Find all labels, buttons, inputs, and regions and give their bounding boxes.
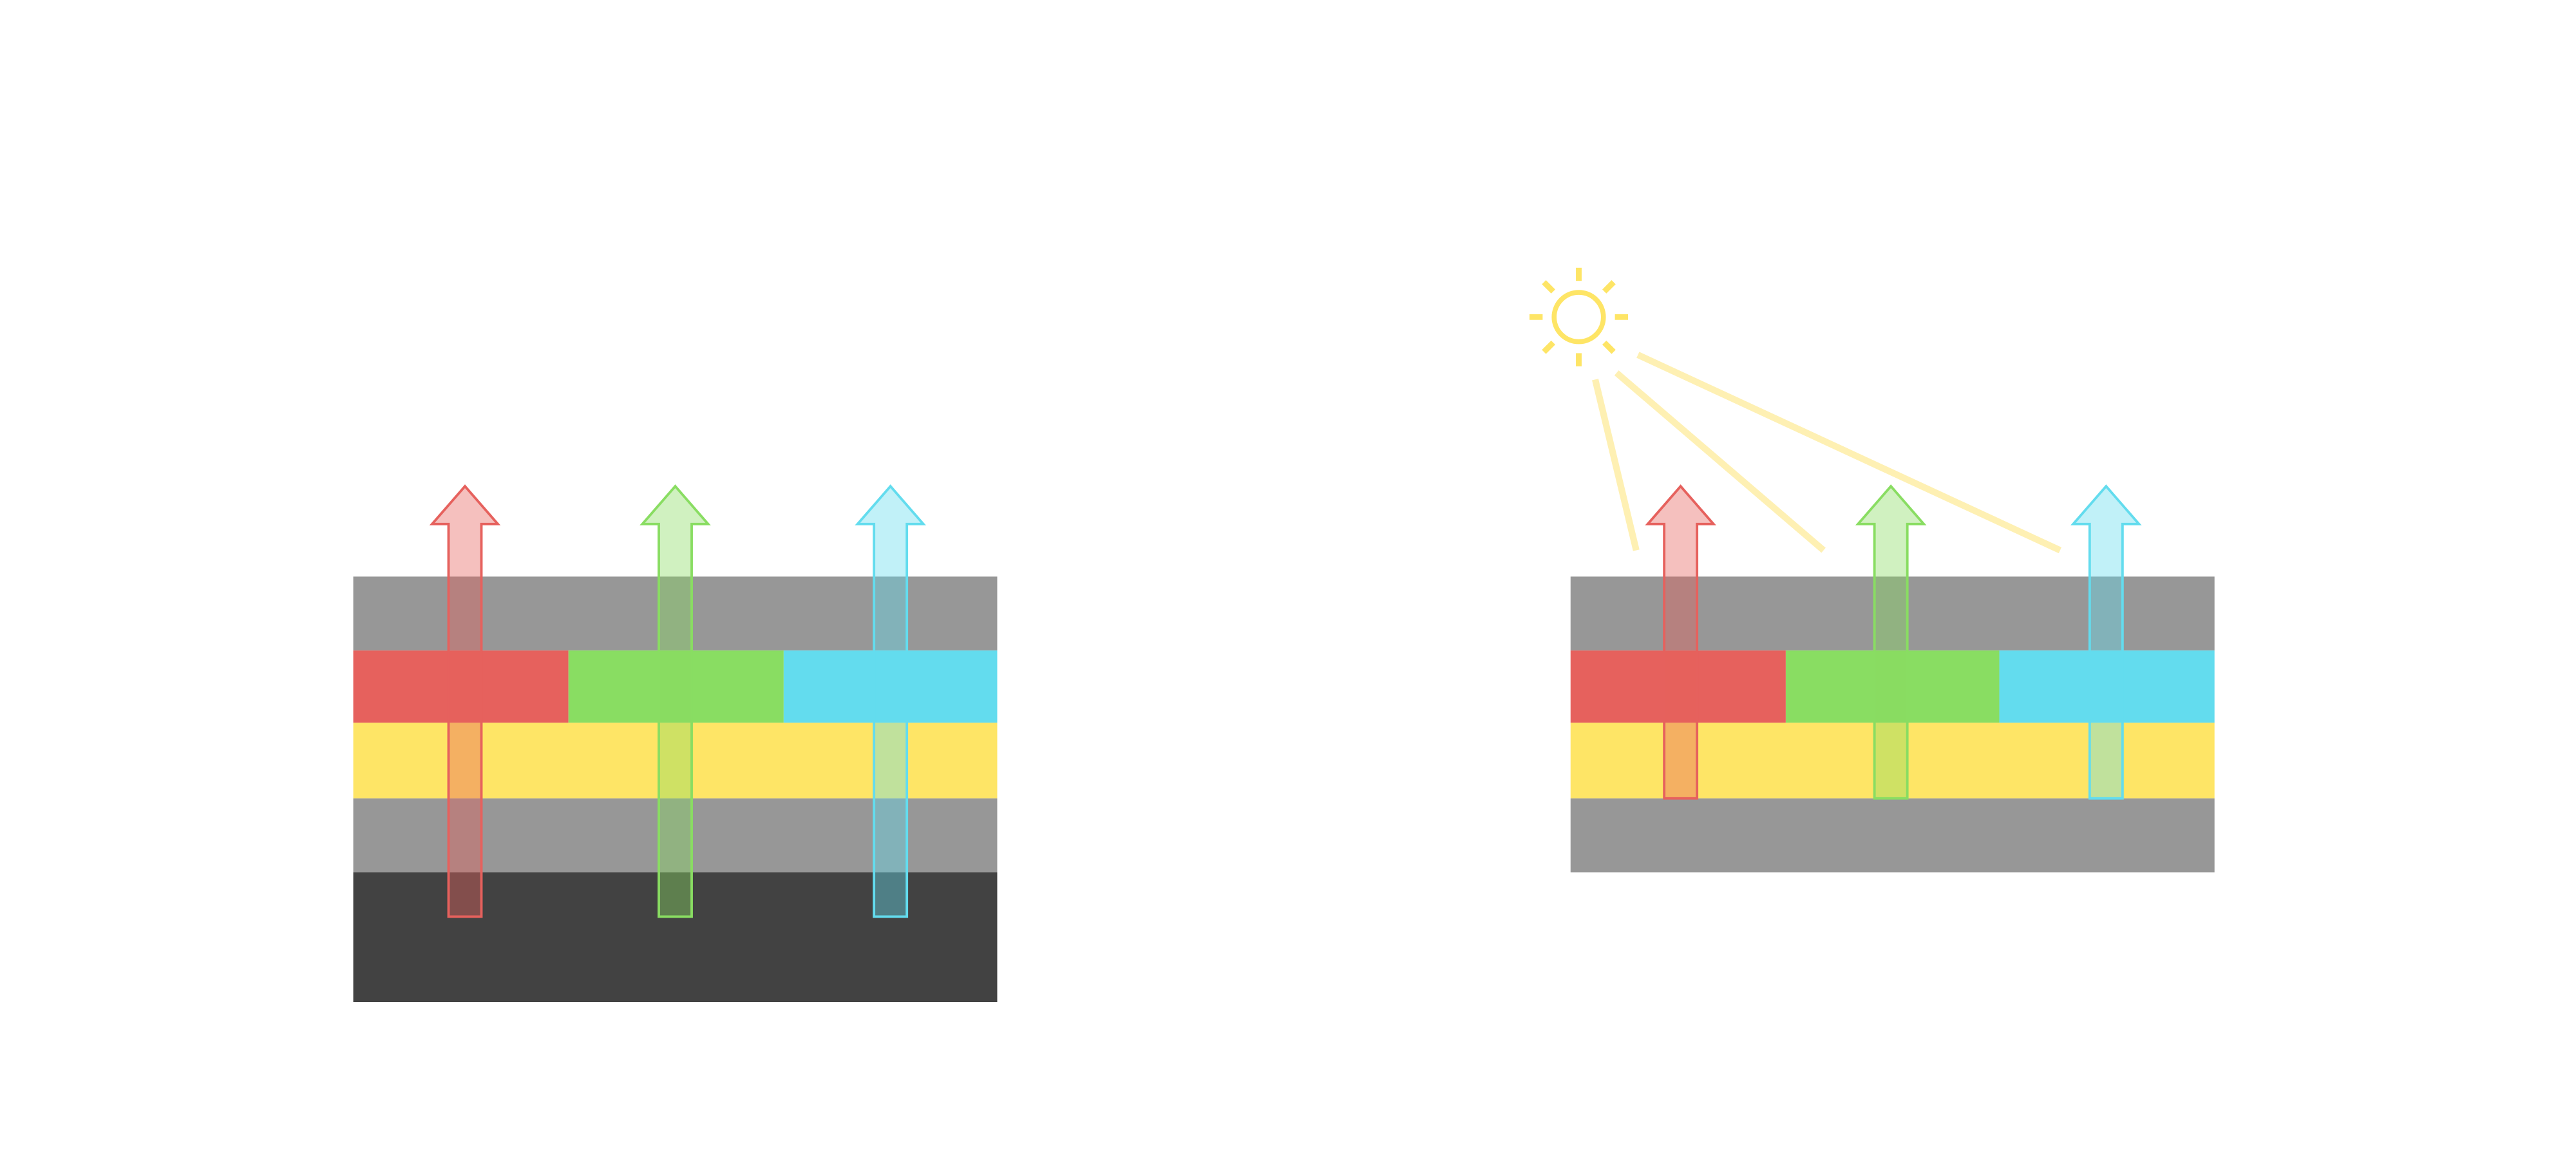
sun-beam: [1614, 370, 1826, 553]
sun-ray: [1602, 340, 1616, 354]
top-gray-layer: [353, 576, 998, 651]
sun-ray: [1602, 280, 1616, 294]
sun-icon: [1529, 267, 1629, 366]
lower-gray-layer: [1570, 798, 2215, 873]
yellow-layer: [1570, 723, 2215, 799]
cyan-subpixel: [783, 650, 998, 723]
sun-ray: [1542, 340, 1555, 354]
sun-ray: [1542, 280, 1555, 294]
cyan-up-arrow-icon: [855, 484, 926, 918]
green-up-arrow-icon: [639, 484, 711, 918]
red-subpixel: [1570, 650, 1786, 723]
green-subpixel: [1785, 650, 2000, 723]
cyan-up-arrow-icon: [2070, 484, 2142, 800]
dark-base-layer: [353, 872, 998, 1003]
sun-beam: [1592, 379, 1640, 551]
left-diagram: [353, 484, 998, 1003]
yellow-layer: [353, 723, 998, 799]
sun-beams: [1592, 352, 2062, 554]
cyan-subpixel: [1999, 650, 2215, 723]
red-subpixel: [353, 650, 569, 723]
green-subpixel: [568, 650, 784, 723]
sun-beam: [1636, 352, 2062, 554]
sun-disc: [1551, 290, 1606, 345]
right-diagram: [1529, 267, 2215, 873]
green-up-arrow-icon: [1855, 484, 1927, 800]
red-up-arrow-icon: [429, 484, 501, 918]
red-up-arrow-icon: [1645, 484, 1716, 800]
top-gray-layer: [1570, 576, 2215, 651]
lower-gray-layer: [353, 798, 998, 873]
